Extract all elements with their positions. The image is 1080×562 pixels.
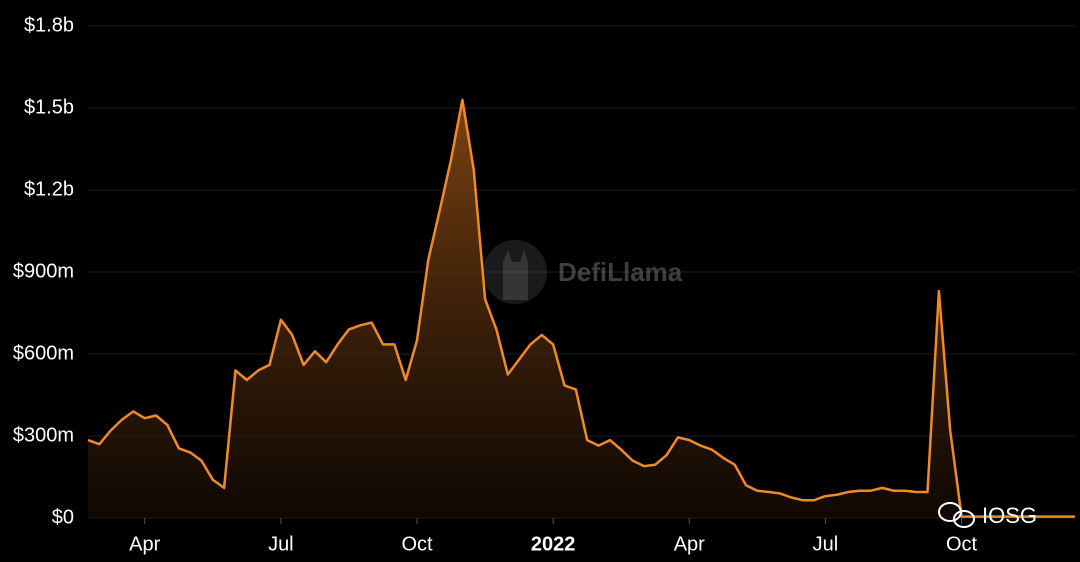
y-tick-label: $1.2b [24, 178, 74, 200]
x-tick-label: Oct [401, 533, 433, 555]
watermark-logo [483, 240, 547, 304]
badge: IOSG [938, 502, 1037, 528]
x-tick-label: Apr [674, 533, 705, 555]
y-tick-label: $300m [13, 424, 74, 446]
badge-text: IOSG [982, 503, 1037, 528]
watermark: DefiLlama [483, 240, 683, 304]
y-tick-label: $0 [52, 506, 74, 528]
x-tick-label: Jul [268, 533, 294, 555]
line [87, 98, 1075, 518]
badge-icon [953, 510, 975, 528]
x-tick-label: 2022 [531, 533, 576, 555]
y-tick-label: $900m [13, 260, 74, 282]
y-tick-label: $1.5b [24, 96, 74, 118]
x-tick-label: Jul [813, 533, 839, 555]
x-tick-label: Oct [946, 533, 978, 555]
watermark-text: DefiLlama [558, 257, 683, 287]
x-tick-label: Apr [129, 533, 160, 555]
plot [87, 98, 1075, 519]
watermark-llama [503, 250, 528, 300]
y-tick-label: $600m [13, 342, 74, 364]
y-tick-label: $1.8b [24, 14, 74, 36]
area [88, 99, 1075, 519]
